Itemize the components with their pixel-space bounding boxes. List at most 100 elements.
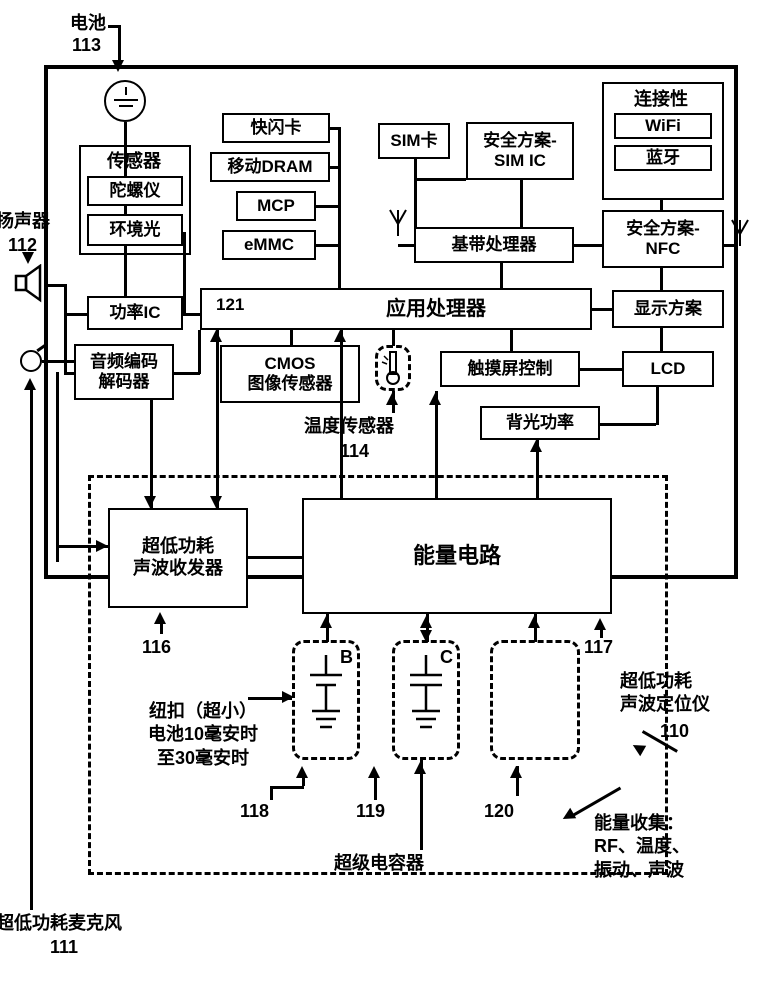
wifi-label: WiFi bbox=[645, 116, 681, 136]
app-processor-box: 应用处理器 bbox=[200, 288, 592, 330]
flash-card-box: 快闪卡 bbox=[222, 113, 330, 143]
ambient-light-label: 环境光 bbox=[110, 220, 161, 240]
speaker-icon bbox=[14, 264, 50, 304]
ln bbox=[392, 330, 395, 346]
block-diagram: 电池 113 传感器 陀螺仪 环境光 功率IC 音频编码 解码器 快闪卡 移动D… bbox=[0, 0, 768, 1000]
bluetooth-label: 蓝牙 bbox=[646, 148, 680, 168]
cap-b-label: B bbox=[340, 646, 353, 669]
ln bbox=[330, 127, 340, 130]
energy-circuit-label: 能量电路 bbox=[413, 543, 501, 569]
transceiver-box: 超低功耗 声波收发器 bbox=[108, 508, 248, 608]
mic-icon bbox=[20, 350, 42, 372]
ln bbox=[30, 390, 33, 910]
backlight-label: 背光功率 bbox=[506, 413, 574, 433]
ln bbox=[660, 328, 663, 352]
ln bbox=[398, 244, 416, 247]
ln bbox=[330, 166, 340, 169]
ln bbox=[316, 205, 340, 208]
ln bbox=[183, 232, 186, 315]
battery-ref: 113 bbox=[72, 34, 101, 57]
ln bbox=[302, 776, 305, 786]
power-ic-box: 功率IC bbox=[87, 296, 183, 330]
ln bbox=[216, 330, 219, 508]
ln bbox=[118, 25, 121, 63]
display-scheme-box: 显示方案 bbox=[612, 290, 724, 328]
ln bbox=[108, 25, 118, 28]
mobile-dram-label: 移动DRAM bbox=[228, 157, 313, 177]
transceiver-ref: 116 bbox=[142, 636, 171, 659]
ln bbox=[660, 268, 663, 292]
gyro-box: 陀螺仪 bbox=[87, 176, 183, 206]
emmc-label: eMMC bbox=[244, 235, 294, 255]
energy-circuit-box: 能量电路 bbox=[302, 498, 612, 614]
secure-sim-box: 安全方案- SIM IC bbox=[466, 122, 574, 180]
coin-battery-ref: 118 bbox=[240, 800, 269, 823]
ln bbox=[414, 180, 417, 228]
battery-icon bbox=[104, 80, 146, 122]
touch-ctrl-box: 触摸屏控制 bbox=[440, 351, 580, 387]
temp-sensor-num: 114 bbox=[340, 440, 369, 463]
ln bbox=[656, 387, 659, 425]
app-processor-label: 应用处理器 bbox=[386, 297, 486, 321]
ln bbox=[316, 244, 340, 247]
audio-codec-box: 音频编码 解码器 bbox=[74, 344, 174, 400]
arrow bbox=[144, 496, 156, 508]
audio-codec-label: 音频编码 解码器 bbox=[90, 352, 158, 393]
energy-circuit-ref: 117 bbox=[584, 636, 613, 659]
mobile-dram-box: 移动DRAM bbox=[210, 152, 330, 182]
supercap-label: 超级电容器 bbox=[334, 852, 424, 875]
ln bbox=[435, 391, 438, 499]
ln bbox=[174, 372, 200, 375]
temp-sensor-label: 温度传感器 bbox=[304, 415, 394, 438]
arrow bbox=[320, 616, 332, 628]
ln bbox=[56, 372, 59, 562]
battery-label: 电池 bbox=[70, 12, 106, 35]
arrow bbox=[386, 393, 398, 405]
speaker-label: 扬声器 bbox=[0, 210, 50, 233]
sim-card-label: SIM卡 bbox=[390, 131, 437, 151]
ln bbox=[580, 368, 622, 371]
mic-label: 超低功耗麦克风 bbox=[0, 912, 166, 935]
wifi-box: WiFi bbox=[614, 113, 712, 139]
secure-nfc-label: 安全方案- NFC bbox=[626, 219, 700, 260]
ln bbox=[160, 622, 163, 634]
display-scheme-label: 显示方案 bbox=[634, 299, 702, 319]
ln bbox=[338, 127, 341, 274]
secure-sim-label: 安全方案- SIM IC bbox=[483, 131, 557, 172]
arrow bbox=[510, 766, 522, 778]
ln bbox=[414, 159, 417, 179]
ln bbox=[248, 556, 302, 559]
ln bbox=[510, 330, 513, 352]
ln bbox=[150, 400, 153, 508]
ln bbox=[374, 776, 377, 800]
arrow bbox=[420, 630, 432, 642]
harvest-box bbox=[490, 640, 580, 760]
baseband-box: 基带处理器 bbox=[414, 227, 574, 263]
antenna-baseband bbox=[388, 208, 408, 238]
ln bbox=[592, 308, 612, 311]
locator-label: 超低功耗 声波定位仪 bbox=[620, 670, 760, 717]
ln bbox=[290, 330, 293, 346]
mcp-box: MCP bbox=[236, 191, 316, 221]
coin-battery-label: 纽扣（超小） 电池10毫安时 至30毫安时 bbox=[118, 700, 288, 770]
app-proc-ref: 121 bbox=[216, 294, 244, 316]
harvest-label: 能量收集： RF、温度、 振动、声波 bbox=[594, 812, 754, 882]
ambient-light-box: 环境光 bbox=[87, 214, 183, 246]
arrow bbox=[210, 330, 222, 342]
ln bbox=[338, 270, 341, 290]
gyro-label: 陀螺仪 bbox=[110, 181, 161, 201]
ln bbox=[724, 244, 738, 247]
ln bbox=[42, 360, 76, 363]
mic-ref: 111 bbox=[50, 936, 78, 959]
ln bbox=[64, 372, 76, 375]
arrow bbox=[530, 440, 542, 452]
cap-c-label: C bbox=[440, 646, 453, 669]
arrow bbox=[414, 762, 426, 774]
arrow bbox=[96, 540, 108, 552]
bluetooth-box: 蓝牙 bbox=[614, 145, 712, 171]
arrow bbox=[112, 60, 124, 72]
cmos-box: CMOS 图像传感器 bbox=[220, 345, 360, 403]
locator-ref: 110 bbox=[660, 720, 689, 743]
cmos-label: CMOS 图像传感器 bbox=[248, 354, 333, 395]
ln bbox=[600, 423, 656, 426]
